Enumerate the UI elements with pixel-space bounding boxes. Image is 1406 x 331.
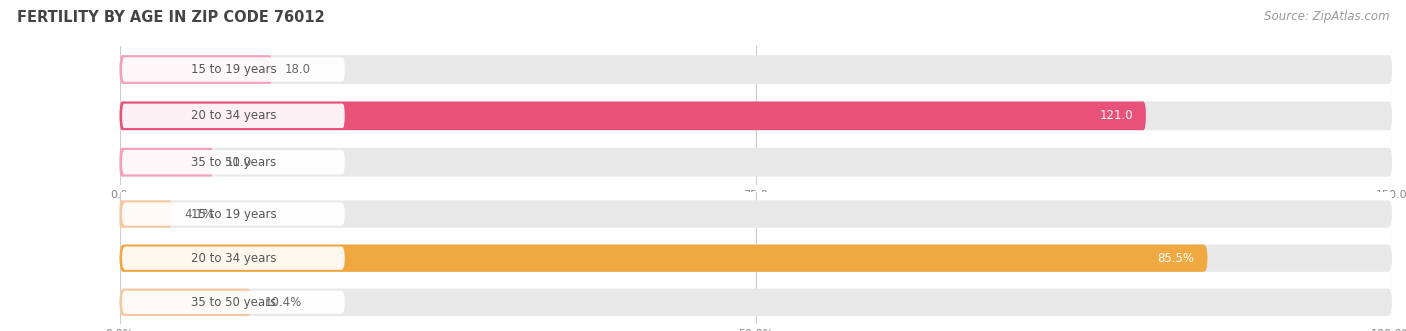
FancyBboxPatch shape: [120, 55, 273, 84]
FancyBboxPatch shape: [120, 200, 1392, 228]
Text: 15 to 19 years: 15 to 19 years: [191, 208, 276, 220]
Text: Source: ZipAtlas.com: Source: ZipAtlas.com: [1264, 10, 1389, 23]
FancyBboxPatch shape: [122, 57, 344, 82]
FancyBboxPatch shape: [120, 148, 212, 176]
Text: 121.0: 121.0: [1099, 109, 1133, 122]
FancyBboxPatch shape: [122, 104, 344, 128]
Text: 35 to 50 years: 35 to 50 years: [191, 156, 276, 169]
FancyBboxPatch shape: [122, 247, 344, 270]
FancyBboxPatch shape: [120, 148, 1392, 176]
Text: 10.4%: 10.4%: [264, 296, 302, 309]
FancyBboxPatch shape: [120, 102, 1392, 130]
FancyBboxPatch shape: [122, 291, 344, 314]
FancyBboxPatch shape: [120, 55, 1392, 84]
Text: 18.0: 18.0: [285, 63, 311, 76]
Text: FERTILITY BY AGE IN ZIP CODE 76012: FERTILITY BY AGE IN ZIP CODE 76012: [17, 10, 325, 25]
FancyBboxPatch shape: [122, 150, 344, 174]
Text: 20 to 34 years: 20 to 34 years: [191, 252, 276, 265]
Text: 35 to 50 years: 35 to 50 years: [191, 296, 276, 309]
FancyBboxPatch shape: [120, 289, 252, 316]
Text: 11.0: 11.0: [225, 156, 252, 169]
FancyBboxPatch shape: [120, 102, 1146, 130]
Text: 15 to 19 years: 15 to 19 years: [191, 63, 276, 76]
FancyBboxPatch shape: [120, 245, 1208, 272]
Text: 85.5%: 85.5%: [1157, 252, 1195, 265]
FancyBboxPatch shape: [120, 245, 1392, 272]
FancyBboxPatch shape: [122, 203, 344, 226]
Text: 20 to 34 years: 20 to 34 years: [191, 109, 276, 122]
Text: 4.1%: 4.1%: [184, 208, 214, 220]
FancyBboxPatch shape: [120, 200, 172, 228]
FancyBboxPatch shape: [120, 289, 1392, 316]
